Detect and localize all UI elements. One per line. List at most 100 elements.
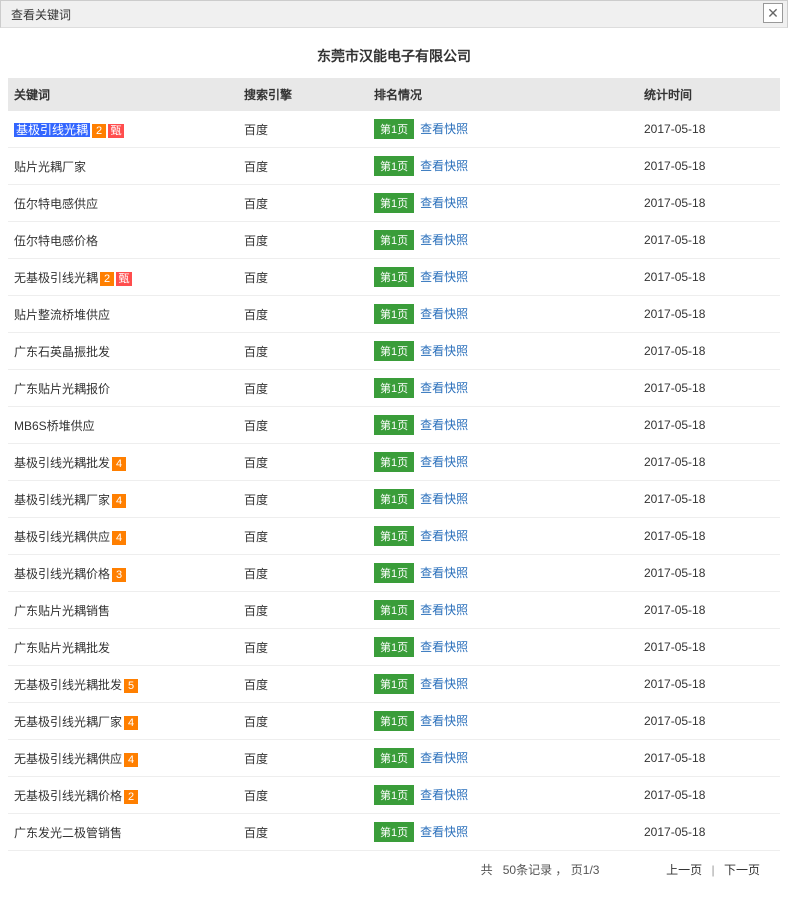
snapshot-link[interactable]: 查看快照 (420, 344, 468, 358)
snapshot-link[interactable]: 查看快照 (420, 529, 468, 543)
snapshot-link[interactable]: 查看快照 (420, 788, 468, 802)
records-prefix: 共 (481, 863, 493, 877)
keyword-text: 贴片整流桥堆供应 (14, 308, 110, 322)
cell-rank: 第1页查看快照 (368, 296, 638, 333)
cell-keyword: 基极引线光耦价格3 (8, 555, 238, 592)
cell-rank: 第1页查看快照 (368, 407, 638, 444)
cell-engine: 百度 (238, 555, 368, 592)
snapshot-link[interactable]: 查看快照 (420, 196, 468, 210)
rank-tag: 第1页 (374, 711, 414, 731)
snapshot-link[interactable]: 查看快照 (420, 122, 468, 136)
cell-engine: 百度 (238, 481, 368, 518)
table-row: 无基极引线光耦价格2百度第1页查看快照2017-05-18 (8, 777, 780, 814)
cell-keyword: 广东贴片光耦销售 (8, 592, 238, 629)
cell-time: 2017-05-18 (638, 111, 780, 148)
cell-keyword: 广东贴片光耦报价 (8, 370, 238, 407)
keyword-text: 无基极引线光耦价格 (14, 789, 122, 803)
cell-rank: 第1页查看快照 (368, 370, 638, 407)
keyword-text: 无基极引线光耦批发 (14, 678, 122, 692)
rank-tag: 第1页 (374, 526, 414, 546)
keyword-text: 伍尔特电感供应 (14, 197, 98, 211)
table-row: MB6S桥堆供应百度第1页查看快照2017-05-18 (8, 407, 780, 444)
keyword-text: 广东贴片光耦批发 (14, 641, 110, 655)
cell-keyword: 基极引线光耦厂家4 (8, 481, 238, 518)
cell-time: 2017-05-18 (638, 370, 780, 407)
snapshot-link[interactable]: 查看快照 (420, 307, 468, 321)
keyword-text: 贴片光耦厂家 (14, 160, 86, 174)
snapshot-link[interactable]: 查看快照 (420, 714, 468, 728)
records-count: 50条记录 (503, 863, 552, 877)
cell-keyword: 伍尔特电感价格 (8, 222, 238, 259)
cell-engine: 百度 (238, 777, 368, 814)
cell-rank: 第1页查看快照 (368, 777, 638, 814)
keyword-text: 广东发光二极管销售 (14, 826, 122, 840)
cell-time: 2017-05-18 (638, 444, 780, 481)
close-button[interactable]: ✕ (763, 3, 783, 23)
next-page-link[interactable]: 下一页 (724, 863, 760, 877)
badge-zhen: 甄 (108, 124, 124, 138)
rank-tag: 第1页 (374, 637, 414, 657)
cell-time: 2017-05-18 (638, 740, 780, 777)
snapshot-link[interactable]: 查看快照 (420, 233, 468, 247)
cell-keyword: 广东发光二极管销售 (8, 814, 238, 851)
page-info: 页1/3 (571, 863, 600, 877)
snapshot-link[interactable]: 查看快照 (420, 640, 468, 654)
cell-engine: 百度 (238, 666, 368, 703)
snapshot-link[interactable]: 查看快照 (420, 418, 468, 432)
cell-rank: 第1页查看快照 (368, 592, 638, 629)
snapshot-link[interactable]: 查看快照 (420, 270, 468, 284)
cell-time: 2017-05-18 (638, 629, 780, 666)
th-rank: 排名情况 (368, 78, 638, 111)
cell-time: 2017-05-18 (638, 592, 780, 629)
cell-time: 2017-05-18 (638, 296, 780, 333)
keyword-text: 广东石英晶振批发 (14, 345, 110, 359)
cell-engine: 百度 (238, 185, 368, 222)
table-row: 基极引线光耦批发4百度第1页查看快照2017-05-18 (8, 444, 780, 481)
cell-engine: 百度 (238, 296, 368, 333)
table-row: 贴片光耦厂家百度第1页查看快照2017-05-18 (8, 148, 780, 185)
badge-number: 2 (100, 272, 114, 286)
keyword-text: 无基极引线光耦供应 (14, 752, 122, 766)
table-row: 广东贴片光耦批发 百度第1页查看快照 2017-05-18 (8, 629, 780, 666)
table-row: 无基极引线光耦厂家4百度第1页查看快照2017-05-18 (8, 703, 780, 740)
table-row: 贴片整流桥堆供应 百度第1页查看快照2017-05-18 (8, 296, 780, 333)
table-row: 广东石英晶振批发百度第1页查看快照2017-05-18 (8, 333, 780, 370)
snapshot-link[interactable]: 查看快照 (420, 751, 468, 765)
snapshot-link[interactable]: 查看快照 (420, 159, 468, 173)
cell-time: 2017-05-18 (638, 333, 780, 370)
cell-rank: 第1页查看快照 (368, 481, 638, 518)
cell-keyword: MB6S桥堆供应 (8, 407, 238, 444)
prev-page-link[interactable]: 上一页 (666, 863, 702, 877)
rank-tag: 第1页 (374, 748, 414, 768)
snapshot-link[interactable]: 查看快照 (420, 566, 468, 580)
rank-tag: 第1页 (374, 267, 414, 287)
cell-keyword: 基极引线光耦批发4 (8, 444, 238, 481)
cell-time: 2017-05-18 (638, 555, 780, 592)
snapshot-link[interactable]: 查看快照 (420, 381, 468, 395)
cell-engine: 百度 (238, 629, 368, 666)
snapshot-link[interactable]: 查看快照 (420, 455, 468, 469)
snapshot-link[interactable]: 查看快照 (420, 677, 468, 691)
rank-tag: 第1页 (374, 785, 414, 805)
cell-rank: 第1页查看快照 (368, 666, 638, 703)
cell-keyword: 贴片光耦厂家 (8, 148, 238, 185)
keyword-text: 伍尔特电感价格 (14, 234, 98, 248)
snapshot-link[interactable]: 查看快照 (420, 603, 468, 617)
keyword-table: 关键词 搜索引擎 排名情况 统计时间 基极引线光耦2甄百度第1页查看快照2017… (8, 78, 780, 851)
cell-engine: 百度 (238, 703, 368, 740)
rank-tag: 第1页 (374, 378, 414, 398)
pagination-sep: | (712, 863, 715, 877)
table-header-row: 关键词 搜索引擎 排名情况 统计时间 (8, 78, 780, 111)
cell-keyword: 基极引线光耦2甄 (8, 111, 238, 148)
cell-keyword: 广东石英晶振批发 (8, 333, 238, 370)
table-row: 无基极引线光耦批发5百度第1页查看快照2017-05-18 (8, 666, 780, 703)
badge-number: 4 (112, 531, 126, 545)
cell-engine: 百度 (238, 518, 368, 555)
badge-number: 3 (112, 568, 126, 582)
cell-engine: 百度 (238, 333, 368, 370)
snapshot-link[interactable]: 查看快照 (420, 492, 468, 506)
snapshot-link[interactable]: 查看快照 (420, 825, 468, 839)
table-row: 广东发光二极管销售百度第1页查看快照2017-05-18 (8, 814, 780, 851)
cell-engine: 百度 (238, 148, 368, 185)
rank-tag: 第1页 (374, 563, 414, 583)
